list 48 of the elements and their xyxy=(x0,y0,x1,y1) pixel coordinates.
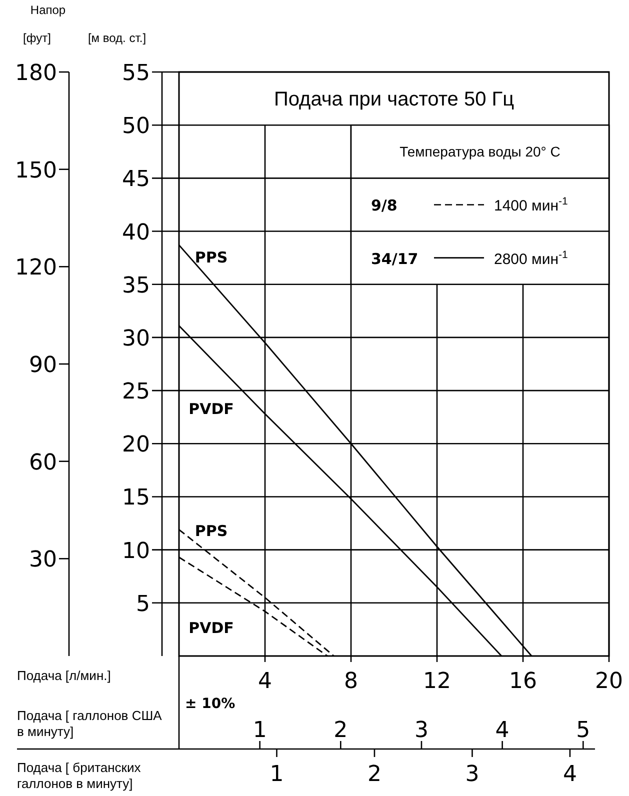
series-label: PVDF xyxy=(188,618,234,637)
annotation: 1400 мин$^{-1}$ xyxy=(494,196,568,215)
y-tick-label: 40 xyxy=(122,220,150,246)
scale-tick-label: 2 xyxy=(367,749,382,787)
x-axis-title: Подача [л/мин.] xyxy=(17,668,111,683)
y-tick-label: 20 xyxy=(122,432,150,458)
y-tick-label: 35 xyxy=(122,273,150,298)
series-label: PVDF xyxy=(188,400,234,418)
annotation: 34/17 xyxy=(371,250,418,268)
x-tick-label: 16 xyxy=(509,669,537,694)
y-tick-label: 50 xyxy=(122,114,150,140)
x2-tick-label: 4 xyxy=(495,718,510,743)
y2-tick-label: 90 xyxy=(29,353,57,378)
y-tick-label: 45 xyxy=(122,167,150,192)
x2-tick-label: 2 xyxy=(334,718,348,743)
y2-tick-label: 120 xyxy=(15,256,57,281)
series-label: PPS xyxy=(194,522,228,540)
y2-axis-title: [фут] xyxy=(23,31,51,45)
text: Подача при частоте 50 Гц xyxy=(274,88,514,111)
text: Напор xyxy=(30,3,66,17)
scale-tick-label: 3 xyxy=(465,749,480,787)
y2-tick-label: 60 xyxy=(29,450,57,476)
x-tick-label: 20 xyxy=(595,669,623,694)
y2-tick-label: 30 xyxy=(29,548,57,573)
x2-axis-title: Подача [ галлонов США в минуту] xyxy=(17,708,162,739)
y-tick-label: 55 xyxy=(122,61,150,86)
x-tick-label: 4 xyxy=(258,669,272,694)
y-tick-label: 15 xyxy=(122,486,150,511)
x2-tick-label: 3 xyxy=(414,718,428,743)
x2-tick-label: 5 xyxy=(576,718,590,743)
annotation: 9/8 xyxy=(371,196,398,215)
x-tick-label: 12 xyxy=(423,669,451,694)
y-axis-title: [м вод. ст.] xyxy=(88,31,146,45)
x2-tick-label: 1 xyxy=(252,718,267,743)
y-tick-label: 5 xyxy=(136,592,150,617)
y2-tick-label: 150 xyxy=(15,158,57,184)
y-tick-label: 25 xyxy=(122,380,150,405)
y2-tick-label: 180 xyxy=(15,61,57,86)
scale-tick-label: 4 xyxy=(562,749,577,787)
y-tick-label: 30 xyxy=(122,326,150,352)
annotation: 2800 мин$^{-1}$ xyxy=(494,248,568,268)
text: ± 10% xyxy=(185,696,236,712)
text: Подача [ британских галлонов в минуту] xyxy=(17,760,142,791)
scale-tick-label: 1 xyxy=(270,749,284,787)
y-tick-label: 10 xyxy=(122,538,150,564)
series-label: PPS xyxy=(194,248,228,267)
annotation: Температура воды 20° C xyxy=(400,144,560,160)
x-tick-label: 8 xyxy=(344,669,358,694)
